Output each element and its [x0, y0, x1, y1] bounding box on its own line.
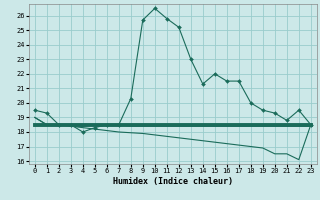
- X-axis label: Humidex (Indice chaleur): Humidex (Indice chaleur): [113, 177, 233, 186]
